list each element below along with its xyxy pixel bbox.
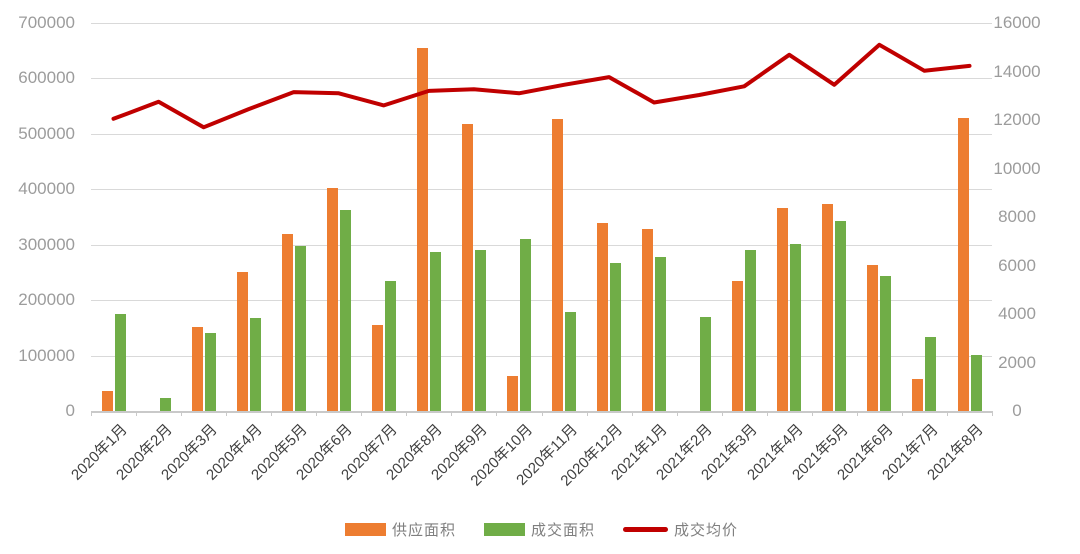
- avg-price-line-swatch: [623, 527, 668, 532]
- axis-tick-mark: [811, 411, 813, 416]
- axis-tick-mark: [91, 411, 92, 416]
- deal-bar: [339, 210, 351, 411]
- deal-bar: [429, 251, 441, 411]
- supply-bar: [822, 204, 834, 411]
- deal-bar: [204, 333, 216, 411]
- deal-bar: [880, 275, 892, 411]
- deal-bar: [925, 336, 937, 411]
- deal-bar: [790, 243, 802, 411]
- axis-tick-mark: [541, 411, 543, 416]
- left-axis-label: 0: [65, 401, 75, 420]
- supply-bar: [597, 222, 609, 411]
- supply-bar: [326, 188, 338, 411]
- gridline: [91, 189, 992, 191]
- axis-tick-mark: [271, 411, 273, 416]
- axis-tick-mark: [766, 411, 768, 416]
- left-axis-label: 300000: [18, 234, 75, 254]
- supply-bar: [281, 233, 293, 411]
- supply-bar: [101, 390, 113, 411]
- axis-tick-mark: [496, 411, 498, 416]
- left-axis-label: 400000: [18, 179, 75, 199]
- right-axis-label: 2000: [998, 352, 1036, 372]
- axis-tick-mark: [901, 411, 903, 416]
- gridline: [91, 244, 992, 246]
- supply-bar: [416, 47, 428, 411]
- supply-bar: [642, 229, 654, 411]
- supply-bar: [371, 325, 383, 411]
- axis-tick-mark: [721, 411, 723, 416]
- supply-bar: [236, 272, 248, 411]
- deal-bar: [114, 314, 126, 411]
- supply-bar: [507, 376, 518, 411]
- supply-bar: [461, 123, 473, 411]
- deal-bar: [565, 311, 576, 411]
- deal-bar: [700, 316, 712, 411]
- axis-tick-mark: [226, 411, 228, 416]
- axis-tick-mark: [451, 411, 453, 416]
- gridline: [91, 300, 992, 302]
- left-axis-label: 200000: [18, 290, 75, 310]
- supply-bar: [191, 326, 203, 411]
- supply-bar: [867, 265, 879, 411]
- axis-tick-mark: [586, 411, 588, 416]
- deal-bar: [474, 249, 486, 411]
- axis-tick-mark: [631, 411, 633, 416]
- left-axis-label: 100000: [18, 345, 75, 365]
- gridline: [91, 355, 992, 357]
- legend-label-deal-area: 成交面积: [530, 522, 595, 539]
- supply-bar: [552, 118, 563, 411]
- right-axis-label: 4000: [998, 304, 1036, 323]
- right-axis-label: 16000: [993, 13, 1041, 32]
- supply-bar: [777, 208, 789, 411]
- right-axis-label: 0: [1012, 401, 1022, 420]
- axis-tick-mark: [181, 411, 183, 416]
- deal-bar: [294, 245, 306, 411]
- axis-tick-mark: [992, 411, 993, 416]
- deal-area-swatch: [483, 523, 525, 536]
- deal-bar: [970, 354, 982, 411]
- deal-bar: [655, 256, 667, 411]
- supply-area-swatch: [344, 523, 386, 536]
- legend-item-deal-area: 成交面积: [483, 519, 595, 540]
- supply-bar: [957, 117, 969, 411]
- gridline: [91, 78, 992, 80]
- left-axis-label: 500000: [18, 123, 75, 143]
- left-axis-label: 700000: [18, 13, 75, 32]
- gridline: [91, 23, 992, 24]
- avg-price-trend-line: [111, 42, 972, 130]
- deal-bar: [159, 398, 171, 411]
- axis-tick-mark: [856, 411, 858, 416]
- legend-label-avg-price: 成交均价: [674, 522, 739, 539]
- deal-bar: [745, 249, 757, 411]
- supply-bar: [732, 280, 744, 411]
- supply-bar: [912, 378, 924, 411]
- axis-tick-mark: [136, 411, 138, 416]
- axis-tick-mark: [946, 411, 948, 416]
- gridline: [91, 133, 992, 135]
- legend-item-supply-area: 供应面积: [344, 519, 456, 540]
- right-axis-label: 6000: [998, 255, 1036, 275]
- legend: 供应面积 成交面积 成交均价: [91, 519, 992, 540]
- deal-bar: [520, 239, 531, 411]
- right-axis-label: 8000: [998, 207, 1036, 226]
- right-axis-label: 14000: [993, 61, 1041, 81]
- deal-bar: [249, 317, 261, 411]
- axis-tick-mark: [676, 411, 678, 416]
- right-axis-label: 12000: [993, 110, 1041, 129]
- legend-item-avg-price: 成交均价: [623, 519, 738, 540]
- left-axis-label: 600000: [18, 68, 75, 88]
- axis-tick-mark: [406, 411, 408, 416]
- axis-tick-mark: [316, 411, 318, 416]
- right-axis-label: 10000: [993, 158, 1041, 178]
- deal-bar: [835, 221, 847, 411]
- axis-tick-mark: [361, 411, 363, 416]
- deal-bar: [384, 281, 396, 411]
- deal-bar: [610, 263, 622, 411]
- legend-label-supply-area: 供应面积: [391, 522, 456, 539]
